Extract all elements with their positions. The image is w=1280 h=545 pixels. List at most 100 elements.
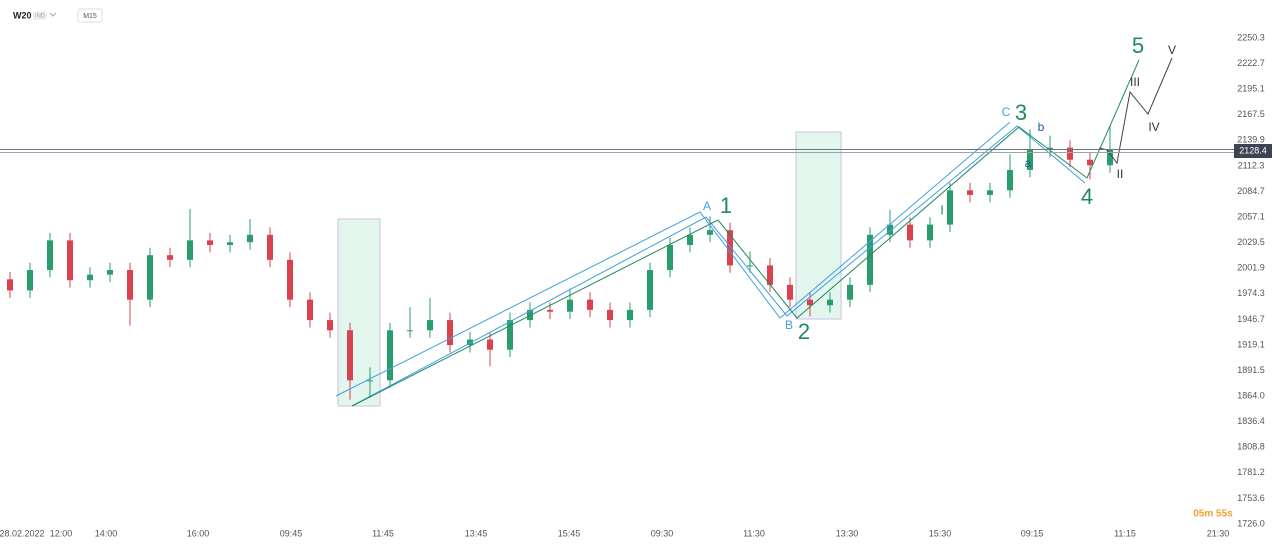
y-tick-label: 2250.3	[1237, 32, 1265, 42]
x-tick-label: 14:00	[95, 528, 118, 538]
badge: IND	[35, 14, 46, 20]
timeframe[interactable]: M15	[83, 13, 97, 20]
candle-body	[487, 339, 493, 350]
x-tick-label: 21:30	[1207, 528, 1230, 538]
wave-label: C	[1002, 105, 1011, 119]
zone	[337, 218, 381, 407]
candle-body	[107, 270, 113, 275]
y-tick-label: 1891.5	[1237, 365, 1265, 375]
candle-body	[947, 190, 953, 225]
y-tick-label: 1836.4	[1237, 416, 1265, 426]
candle-body	[367, 380, 373, 382]
x-tick-label: 13:45	[465, 528, 488, 538]
candle-body	[627, 309, 633, 321]
x-tick-label: 09:30	[651, 528, 674, 538]
candle-body	[267, 234, 273, 260]
candle-body	[227, 242, 233, 245]
wave-label: 3	[1015, 100, 1027, 125]
candle-body	[727, 230, 733, 266]
candle-body	[7, 279, 13, 291]
y-tick-label: 1864.0	[1237, 390, 1265, 400]
x-tick-label: 28.02.2022	[0, 528, 45, 538]
candle-body	[447, 320, 453, 346]
candle-body	[927, 224, 933, 241]
y-tick-label: 2084.7	[1237, 186, 1265, 196]
price-label-bg	[1234, 144, 1272, 159]
wave-line	[351, 59, 1140, 407]
candle-body	[787, 284, 793, 300]
candle-body	[467, 339, 473, 346]
candle-body	[147, 255, 153, 300]
countdown: 05m 55s	[1193, 509, 1233, 520]
candle-body	[567, 299, 573, 312]
candle-body	[327, 320, 333, 331]
candle-body	[207, 240, 213, 245]
candle-body	[827, 299, 833, 306]
candle-body	[687, 234, 693, 245]
candle-body	[87, 274, 93, 281]
price-label: 2128.4	[1239, 145, 1267, 155]
wave-label: B	[785, 318, 793, 332]
candle-body	[647, 270, 653, 310]
wave-label: III	[1130, 75, 1140, 89]
x-tick-label: 11:15	[1114, 528, 1136, 538]
candle-body	[967, 190, 973, 195]
candle-body	[307, 299, 313, 321]
candle-body	[767, 265, 773, 285]
candle-body	[867, 234, 873, 285]
y-tick-label: 2139.9	[1237, 135, 1265, 145]
candle-body	[1087, 159, 1093, 166]
symbol: W20	[13, 10, 32, 20]
candle-body	[907, 224, 913, 241]
candle-body	[47, 240, 53, 271]
y-tick-label: 1974.3	[1237, 288, 1265, 298]
y-tick-label: 2001.9	[1237, 263, 1265, 273]
x-tick-label: 09:45	[280, 528, 303, 538]
candle-body	[1067, 147, 1073, 160]
candle-body	[127, 270, 133, 300]
wave-line	[351, 125, 1086, 407]
candle-body	[167, 255, 173, 260]
x-tick-label: 15:45	[558, 528, 581, 538]
candle-body	[287, 259, 293, 300]
candle-body	[527, 309, 533, 321]
wave-label: I	[940, 202, 944, 217]
badge-bg	[33, 11, 47, 20]
candle-body	[407, 330, 413, 332]
candle-body	[847, 284, 853, 300]
candle-body	[27, 270, 33, 291]
y-tick-label: 1781.2	[1237, 467, 1265, 477]
candle-body	[1107, 149, 1113, 166]
x-tick-label: 15:30	[929, 528, 952, 538]
candle-body	[1007, 169, 1013, 191]
candle-body	[607, 309, 613, 321]
candle-body	[1047, 147, 1053, 150]
channel-line	[335, 121, 1011, 397]
wave-label: b	[1038, 120, 1045, 134]
timeframe-box[interactable]	[77, 8, 103, 23]
x-tick-label: 11:30	[743, 528, 765, 538]
y-tick-label: 1919.1	[1237, 339, 1265, 349]
candle-body	[987, 190, 993, 195]
wave-label: a	[1025, 156, 1032, 170]
x-tick-label: 12:00	[50, 528, 73, 538]
candle-body	[807, 299, 813, 306]
dropdown[interactable]	[49, 12, 57, 17]
candle-body	[587, 299, 593, 310]
candle-body	[67, 240, 73, 281]
wave-label: 4	[1081, 184, 1093, 209]
wave-label: A	[703, 199, 711, 213]
y-tick-label: 1946.7	[1237, 314, 1265, 324]
candle-body	[187, 240, 193, 260]
candle-body	[747, 265, 753, 267]
candle-body	[347, 330, 353, 381]
y-tick-label: 1726.0	[1237, 518, 1265, 528]
zone	[795, 131, 842, 320]
y-tick-label: 2029.5	[1237, 237, 1265, 247]
y-tick-label: 2057.1	[1237, 211, 1265, 221]
candle-body	[247, 234, 253, 243]
wave-label: 1	[720, 193, 732, 218]
x-tick-label: 11:45	[372, 528, 394, 538]
wave-label: V	[1168, 43, 1176, 57]
